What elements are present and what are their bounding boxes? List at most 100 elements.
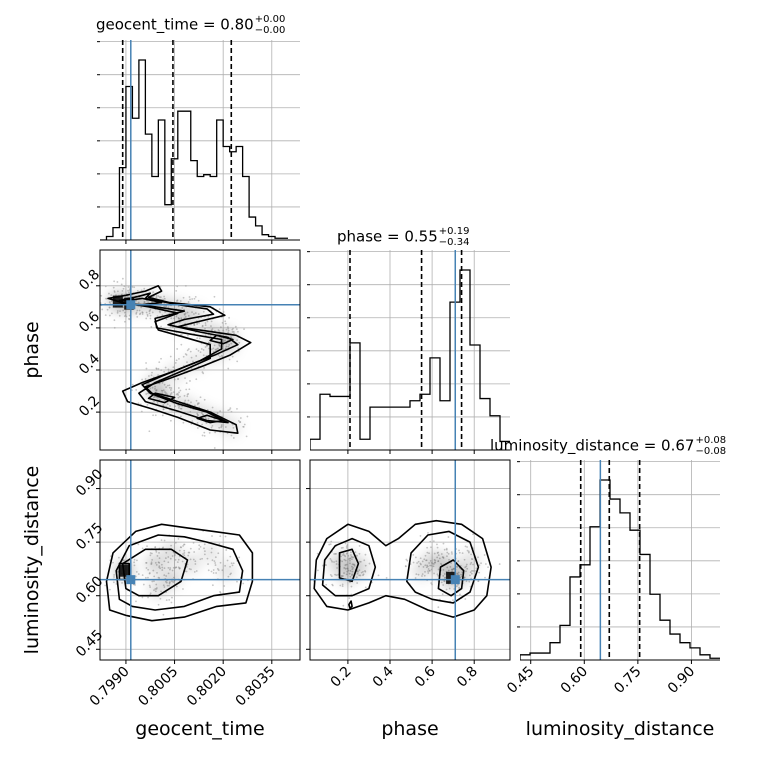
title-value: luminosity_distance = 0.67: [490, 436, 695, 455]
sample-point: [436, 543, 438, 546]
sample-point: [119, 310, 121, 313]
sample-point: [149, 309, 151, 312]
sample-point: [163, 370, 166, 373]
contour-line: [147, 392, 176, 404]
sample-point: [133, 564, 136, 567]
sample-point: [412, 561, 415, 564]
sample-point: [196, 323, 198, 325]
sample-point: [345, 545, 348, 548]
sample-point: [105, 297, 107, 300]
sample-point: [177, 537, 180, 540]
sample-point: [169, 567, 172, 569]
sample-point: [446, 551, 449, 554]
density-blob: [326, 554, 345, 573]
sample-point: [168, 384, 171, 387]
sample-point: [238, 341, 241, 344]
hist-panel-geocent_time: [100, 40, 300, 240]
sample-point: [150, 326, 153, 328]
sample-point: [214, 564, 217, 566]
sample-point: [149, 317, 152, 320]
sample-point: [141, 313, 144, 315]
sample-point: [141, 311, 144, 314]
sample-point: [122, 287, 125, 290]
sample-point: [458, 549, 460, 552]
sample-point: [198, 544, 201, 547]
sample-point: [341, 583, 344, 586]
sample-point: [157, 367, 160, 370]
sample-point: [180, 343, 183, 346]
sample-point: [141, 574, 144, 577]
sample-point: [442, 542, 445, 545]
xtick-label: 0.7990: [87, 664, 133, 710]
yaxis-label-luminosity_distance: luminosity_distance: [21, 466, 43, 655]
sample-point: [196, 337, 199, 340]
sample-point: [178, 391, 180, 394]
sample-point: [175, 359, 178, 362]
sample-point: [138, 313, 141, 316]
sample-point: [104, 314, 107, 316]
sample-point: [419, 535, 422, 537]
sample-point: [212, 572, 215, 574]
sample-point: [147, 596, 149, 599]
sample-point: [137, 402, 140, 405]
ytick-label: 0.6: [76, 309, 103, 336]
sample-point: [184, 284, 187, 287]
title-errors: +0.08 −0.08: [695, 435, 726, 457]
sample-point: [358, 552, 361, 555]
sample-point: [211, 584, 214, 587]
sample-point: [140, 410, 143, 413]
sample-point: [179, 567, 181, 569]
sample-point: [206, 320, 209, 323]
sample-point: [170, 389, 172, 391]
sample-point: [168, 386, 171, 389]
sample-point: [174, 567, 176, 569]
sample-point: [432, 540, 435, 543]
sample-point: [433, 572, 435, 575]
sample-point: [202, 354, 205, 357]
sample-point: [191, 420, 194, 423]
sample-point: [192, 541, 195, 544]
sample-point: [364, 586, 367, 589]
contour-line: [118, 292, 239, 424]
sample-point: [100, 294, 103, 297]
hist-step-phase: [310, 269, 510, 450]
sample-point: [334, 573, 336, 576]
sample-point: [176, 348, 179, 350]
sample-point: [145, 362, 147, 364]
sample-point: [176, 561, 179, 563]
sample-point: [174, 361, 177, 364]
sample-point: [177, 396, 180, 399]
sample-point: [430, 582, 433, 584]
sample-point: [198, 548, 201, 550]
sample-point: [200, 348, 203, 350]
sample-point: [187, 348, 190, 350]
contour-line: [105, 523, 254, 622]
sample-point: [180, 334, 183, 336]
sample-point: [153, 400, 155, 403]
sample-point: [158, 361, 161, 364]
sample-point: [426, 546, 428, 549]
sample-point: [207, 315, 210, 318]
sample-point: [157, 603, 160, 606]
sample-point: [201, 423, 204, 426]
sample-point: [150, 552, 153, 555]
sample-point: [345, 546, 348, 549]
sample-point: [177, 566, 180, 569]
panel-title-luminosity_distance: luminosity_distance = 0.67 +0.08 −0.08: [490, 435, 726, 457]
sample-point: [187, 301, 190, 303]
sample-point: [228, 358, 231, 361]
sample-point: [121, 277, 124, 280]
sample-point: [199, 558, 202, 561]
sample-point: [419, 557, 422, 560]
sample-point: [203, 431, 206, 434]
sample-point: [478, 571, 481, 574]
sample-point: [451, 552, 453, 555]
sample-point: [218, 308, 221, 311]
sample-point: [162, 408, 165, 411]
sample-point: [182, 588, 184, 590]
sample-point: [166, 384, 169, 387]
sample-point: [458, 551, 461, 554]
sample-point: [140, 289, 143, 292]
sample-point: [206, 344, 208, 347]
sample-point: [219, 561, 222, 564]
